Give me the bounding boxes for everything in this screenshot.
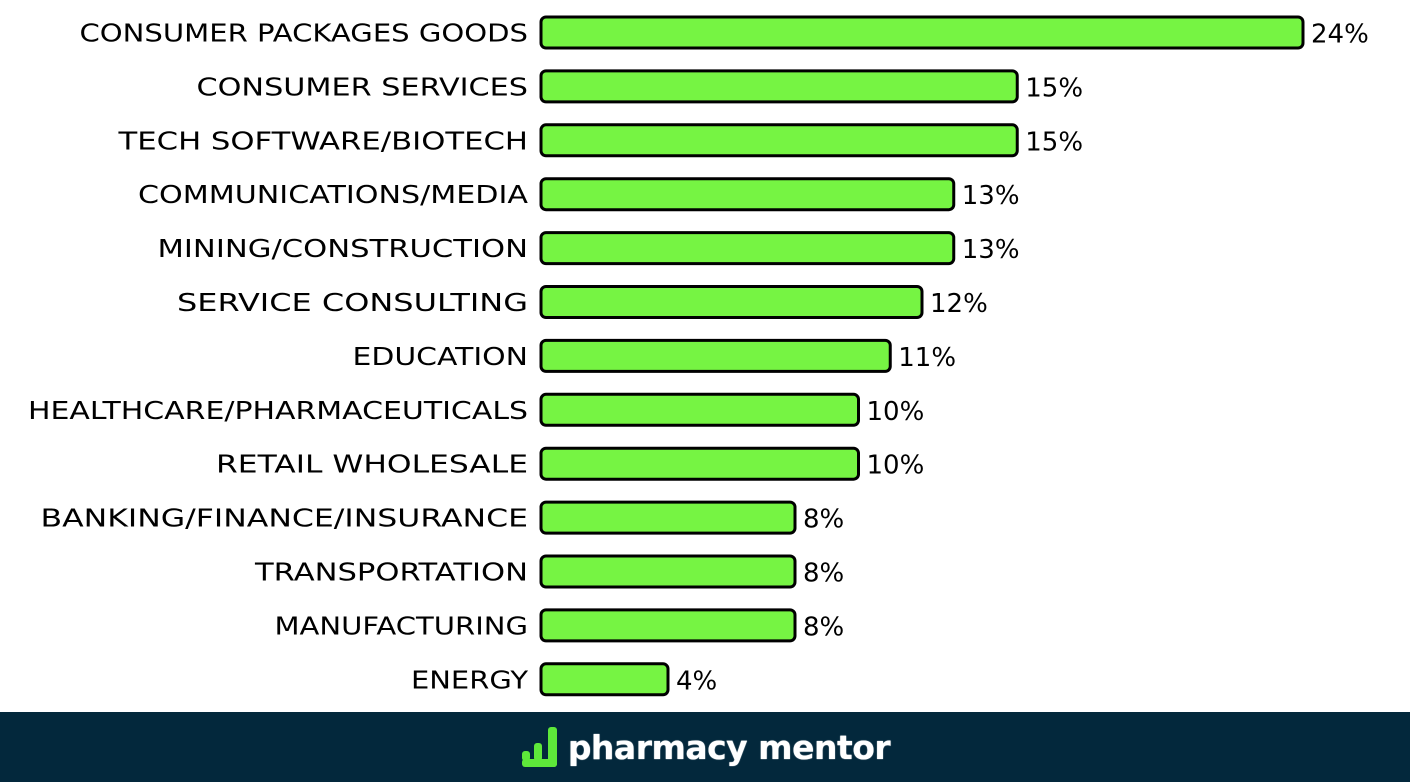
category-label: ENERGY [411, 665, 529, 694]
bar [539, 500, 797, 535]
category-label: MANUFACTURING [275, 611, 529, 640]
value-label: 13% [962, 235, 1020, 265]
bar [539, 231, 956, 266]
brand-name: pharmacy mentor [567, 727, 891, 767]
value-label: 11% [898, 343, 956, 373]
value-label: 15% [1025, 127, 1083, 157]
bar-chart: CONSUMER PACKAGES GOODS 24% CONSUMER SERVI… [28, 15, 1369, 697]
category-label: MINING/CONSTRUCTION [158, 234, 529, 263]
value-label: 13% [962, 181, 1020, 211]
bar [539, 554, 797, 589]
value-label: 8% [803, 559, 844, 589]
value-label: 24% [1311, 20, 1369, 50]
value-label: 15% [1025, 73, 1083, 103]
category-label: TRANSPORTATION [254, 558, 528, 587]
category-label: EDUCATION [353, 342, 529, 371]
value-label: 8% [803, 505, 844, 535]
bar [539, 177, 956, 212]
category-label: CONSUMER PACKAGES GOODS [80, 19, 529, 48]
bar [539, 662, 670, 697]
category-label: HEALTHCARE/PHARMACEUTICALS [28, 396, 528, 425]
category-label: RETAIL WHOLESALE [216, 450, 528, 479]
value-label: 10% [867, 451, 925, 481]
bar [539, 285, 924, 319]
bar-chart-icon [521, 727, 557, 767]
value-label: 4% [676, 666, 717, 696]
category-label: BANKING/FINANCE/INSURANCE [41, 504, 529, 533]
bar [539, 123, 1019, 158]
bar [539, 392, 860, 427]
category-label: CONSUMER SERVICES [197, 72, 529, 101]
category-label: TECH SOFTWARE/BIOTECH [117, 126, 528, 155]
bar [539, 15, 1305, 50]
value-label: 10% [867, 397, 925, 427]
brand-logo: pharmacy mentor [520, 725, 891, 769]
bar [539, 69, 1019, 104]
bar [539, 608, 797, 643]
category-label: SERVICE CONSULTING [177, 288, 528, 317]
bar [539, 338, 892, 373]
bar [539, 446, 860, 481]
category-label: COMMUNICATIONS/MEDIA [138, 180, 528, 209]
footer-banner: pharmacy mentor [0, 712, 1410, 782]
value-label: 12% [930, 289, 988, 319]
value-label: 8% [803, 612, 844, 642]
